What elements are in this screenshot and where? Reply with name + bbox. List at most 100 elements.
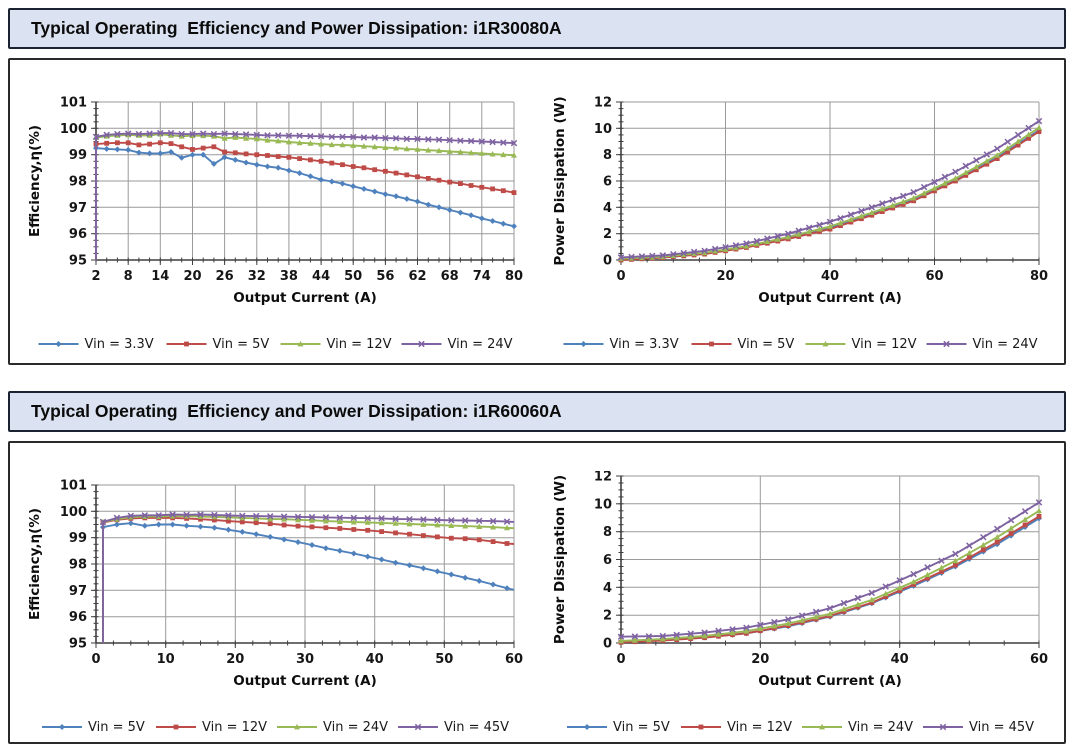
- square-marker: [476, 537, 482, 543]
- triangle-marker: [785, 233, 792, 240]
- triangle-marker: [816, 226, 823, 232]
- x-marker: [478, 138, 486, 145]
- square-marker: [211, 144, 217, 150]
- square-marker: [125, 140, 131, 146]
- triangle-marker: [168, 132, 174, 138]
- x-marker: [840, 599, 848, 607]
- square-marker: [184, 341, 189, 347]
- legend-label: Vin = 5V: [213, 337, 270, 352]
- x-marker: [690, 248, 698, 256]
- y-axis-title: Power Dissipation (W): [552, 96, 568, 265]
- x-marker: [475, 517, 483, 525]
- triangle-marker: [743, 628, 750, 634]
- legend-label: Vin = 45V: [444, 720, 509, 735]
- svg-text:26: 26: [216, 269, 234, 284]
- triangle-marker: [294, 723, 300, 730]
- x-marker: [178, 130, 185, 138]
- x-marker: [199, 130, 207, 137]
- x-marker: [420, 516, 427, 523]
- svg-text:0: 0: [616, 652, 625, 667]
- square-marker: [286, 154, 292, 160]
- x-marker: [805, 224, 813, 231]
- x-marker: [645, 633, 653, 640]
- triangle-marker: [393, 145, 400, 151]
- svg-text:68: 68: [441, 269, 459, 284]
- x-marker: [183, 511, 190, 519]
- square-marker: [448, 535, 454, 541]
- x-marker: [489, 517, 497, 525]
- triangle-marker: [722, 246, 729, 252]
- triangle-marker: [350, 142, 357, 148]
- diamond-marker: [462, 574, 469, 581]
- triangle-marker: [687, 634, 694, 640]
- x-marker: [114, 130, 121, 138]
- triangle-marker: [350, 519, 357, 525]
- x-marker: [774, 232, 782, 240]
- diamond-marker: [403, 195, 410, 202]
- panel-title-i1R30080A: Typical Operating Efficiency and Power D…: [8, 8, 1066, 49]
- square-marker: [254, 152, 260, 158]
- x-marker: [146, 130, 153, 137]
- square-marker: [436, 177, 442, 183]
- x-marker: [328, 133, 336, 141]
- x-marker: [879, 200, 886, 207]
- svg-text:60: 60: [925, 269, 943, 284]
- svg-text:74: 74: [473, 269, 491, 284]
- square-marker: [911, 582, 916, 587]
- triangle-marker: [1004, 145, 1011, 151]
- diamond-marker: [141, 522, 148, 529]
- square-marker: [883, 594, 889, 599]
- chart-svg: 0 2 4 6 8 10 12 0 20 40 60 80 Power Dissipation (W) O…: [552, 96, 1048, 353]
- triangle-marker: [868, 596, 875, 603]
- x-marker: [826, 604, 834, 612]
- tick-marks: [616, 101, 1040, 265]
- x-marker: [973, 157, 980, 164]
- triangle-marker: [962, 169, 969, 175]
- triangle-marker: [253, 135, 260, 142]
- square-marker: [500, 188, 506, 194]
- x-marker: [1035, 117, 1043, 125]
- triangle-marker: [364, 519, 371, 525]
- diamond-marker: [371, 188, 378, 195]
- x-marker: [392, 515, 399, 523]
- svg-text:10: 10: [157, 652, 175, 667]
- x-marker: [211, 511, 218, 519]
- x-marker: [155, 512, 162, 519]
- diamond-marker: [448, 571, 455, 578]
- x-marker: [757, 621, 764, 629]
- diamond-marker: [189, 151, 196, 158]
- x-marker: [966, 542, 973, 549]
- square-marker: [966, 555, 972, 560]
- triangle-marker: [691, 250, 698, 257]
- diamond-marker: [253, 161, 260, 168]
- x-marker: [649, 252, 656, 260]
- triangle-marker: [771, 623, 778, 629]
- x-marker: [489, 138, 496, 146]
- square-marker: [447, 179, 453, 185]
- x-marker: [924, 564, 931, 571]
- x-marker: [722, 243, 729, 251]
- triangle-marker: [806, 228, 813, 235]
- diamond-marker: [425, 201, 432, 208]
- diamond-marker: [318, 176, 325, 183]
- diamond-marker: [580, 341, 587, 347]
- diamond-marker: [309, 542, 315, 548]
- triangle-marker: [285, 138, 292, 145]
- x-marker: [701, 247, 708, 255]
- triangle-marker: [200, 132, 207, 139]
- triangle-marker: [795, 231, 802, 237]
- x-marker: [382, 134, 389, 142]
- x-marker: [764, 235, 771, 242]
- square-marker: [897, 588, 903, 593]
- grid: [96, 484, 515, 643]
- square-marker: [879, 209, 885, 214]
- series-vin-5v: [100, 520, 515, 643]
- x-marker: [435, 136, 443, 143]
- diamond-marker: [221, 154, 228, 161]
- svg-text:40: 40: [821, 269, 839, 284]
- svg-text:4: 4: [603, 581, 612, 596]
- x-marker: [729, 626, 736, 633]
- svg-text:10: 10: [594, 122, 612, 137]
- legend-label: Vin = 5V: [738, 337, 795, 352]
- svg-text:6: 6: [603, 553, 612, 568]
